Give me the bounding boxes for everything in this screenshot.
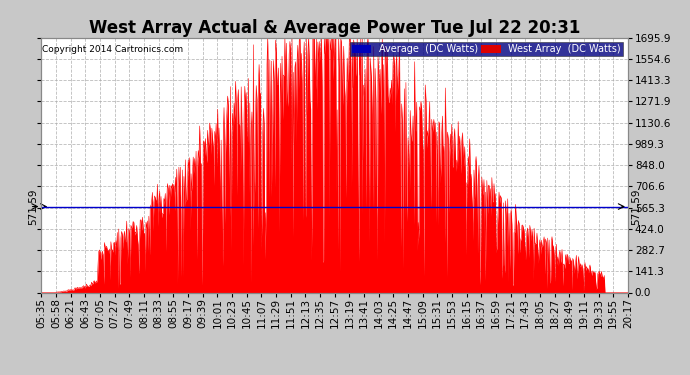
Text: 571.59: 571.59 (28, 188, 39, 225)
Text: Copyright 2014 Cartronics.com: Copyright 2014 Cartronics.com (42, 45, 183, 54)
Legend: Average  (DC Watts), West Array  (DC Watts): Average (DC Watts), West Array (DC Watts… (350, 42, 623, 56)
Title: West Array Actual & Average Power Tue Jul 22 20:31: West Array Actual & Average Power Tue Ju… (89, 20, 580, 38)
Text: 571.59: 571.59 (631, 188, 641, 225)
